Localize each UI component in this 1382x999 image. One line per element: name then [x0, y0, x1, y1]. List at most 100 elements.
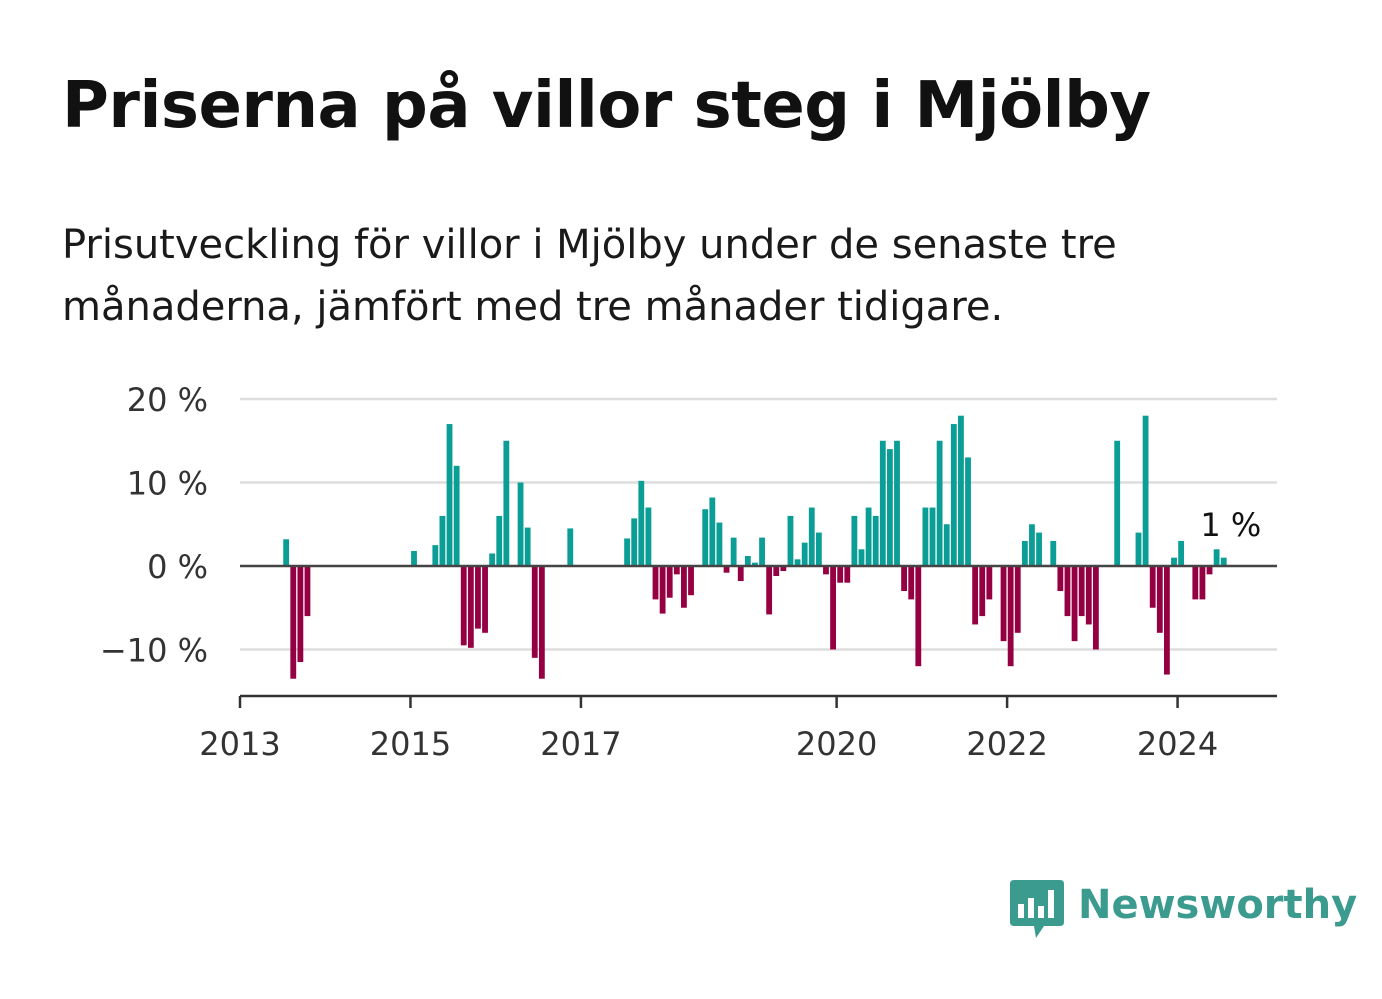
- x-tick-label: 2017: [540, 725, 621, 763]
- bar: [1178, 540, 1185, 566]
- bar: [1206, 566, 1213, 575]
- bar: [489, 553, 496, 566]
- bar: [737, 566, 744, 582]
- x-tick-label: 2013: [199, 725, 280, 763]
- bar: [659, 566, 666, 614]
- bar: [1213, 549, 1220, 566]
- bar: [439, 515, 446, 566]
- x-tick-label: 2015: [370, 725, 451, 763]
- bar: [624, 538, 631, 566]
- bar: [794, 559, 801, 566]
- x-axis: 2013 2015 2017 2020 2022 2024: [199, 564, 1277, 763]
- bar: [744, 555, 751, 566]
- bar: [801, 542, 808, 566]
- chart-subtitle: Prisutveckling för villor i Mjölby under…: [62, 222, 1117, 330]
- annotation-label: 1 %: [1200, 506, 1261, 544]
- bar: [702, 509, 709, 566]
- grid-lines: [240, 397, 1277, 651]
- bar: [929, 507, 936, 566]
- bar: [503, 440, 510, 566]
- bar: [1064, 566, 1071, 617]
- bar: [780, 566, 787, 572]
- bar: [716, 522, 723, 566]
- bar: [986, 566, 993, 600]
- bar: [290, 566, 297, 679]
- bar: [538, 566, 545, 679]
- bar: [858, 549, 865, 566]
- bar: [524, 527, 531, 566]
- bar: [844, 566, 851, 583]
- chart-title: Priserna på villor steg i Mjölby: [62, 69, 1151, 143]
- bar: [475, 566, 481, 629]
- bar: [730, 537, 737, 566]
- bar: [723, 566, 730, 573]
- bar: [950, 424, 957, 566]
- bar: [879, 440, 886, 566]
- bar: [872, 515, 879, 566]
- bar: [496, 515, 503, 566]
- bar: [1057, 566, 1064, 592]
- x-tick-label: 2022: [966, 725, 1047, 763]
- bar: [830, 566, 836, 650]
- bar: [851, 515, 858, 566]
- bar: [837, 566, 844, 583]
- bar: [766, 566, 773, 615]
- newsworthy-logo-icon: [1010, 880, 1064, 938]
- bar: [922, 507, 929, 566]
- bar: [1192, 566, 1199, 600]
- bar: [1029, 524, 1035, 566]
- bar: [517, 482, 524, 566]
- bar: [460, 566, 467, 646]
- bar: [773, 566, 780, 577]
- bar: [645, 507, 652, 566]
- bar: [411, 550, 417, 566]
- bar: [283, 539, 290, 566]
- y-tick-label: 10 %: [127, 465, 208, 503]
- bar: [1199, 566, 1206, 600]
- bar: [1135, 532, 1142, 566]
- bar: [681, 566, 687, 608]
- bar: [943, 524, 950, 566]
- bar: [1036, 532, 1042, 566]
- bar: [908, 566, 915, 600]
- bar: [759, 537, 765, 566]
- bar: [1021, 540, 1028, 566]
- bar: [823, 566, 829, 575]
- bar: [666, 566, 673, 598]
- bar: [432, 545, 439, 567]
- bar: [1149, 566, 1156, 608]
- bar: [915, 566, 922, 667]
- bar: [1071, 566, 1078, 642]
- bar: [979, 566, 986, 617]
- bar: [688, 566, 694, 596]
- bar: [815, 532, 822, 566]
- x-tick-label: 2024: [1137, 725, 1218, 763]
- y-tick-label: 0 %: [147, 548, 208, 586]
- bar: [673, 566, 680, 575]
- bar: [886, 449, 893, 566]
- bar: [1220, 557, 1227, 566]
- y-tick-label: 20 %: [127, 381, 208, 419]
- bar: [752, 562, 758, 566]
- bar: [894, 440, 900, 566]
- bar: [965, 457, 971, 566]
- bar: [482, 566, 488, 633]
- bar: [709, 497, 716, 566]
- bar: [1050, 540, 1057, 566]
- bar: [865, 507, 872, 566]
- bar: [1014, 566, 1021, 633]
- bar: [567, 528, 574, 566]
- bar: [787, 515, 794, 566]
- bars: [283, 415, 1227, 679]
- x-tick-label: 2020: [796, 725, 877, 763]
- bar: [304, 566, 311, 617]
- bar: [1092, 566, 1099, 650]
- y-axis-labels: 20 % 10 % 0 % −10 %: [100, 381, 208, 670]
- bar: [453, 465, 460, 566]
- bar: [297, 566, 304, 663]
- bar: [467, 566, 474, 648]
- bar: [958, 415, 964, 566]
- bar: [631, 518, 638, 566]
- bar: [1164, 566, 1170, 675]
